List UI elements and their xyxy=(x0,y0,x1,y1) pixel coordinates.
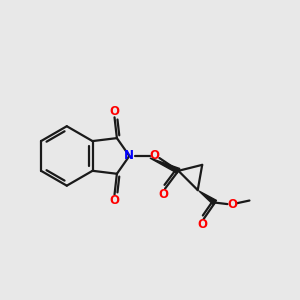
Polygon shape xyxy=(199,191,217,205)
Text: O: O xyxy=(150,149,160,162)
Text: O: O xyxy=(159,188,169,201)
Text: N: N xyxy=(124,149,134,162)
Text: O: O xyxy=(110,105,119,118)
Polygon shape xyxy=(150,158,180,173)
Text: O: O xyxy=(227,198,237,211)
Text: O: O xyxy=(110,194,119,207)
Text: O: O xyxy=(197,218,207,231)
